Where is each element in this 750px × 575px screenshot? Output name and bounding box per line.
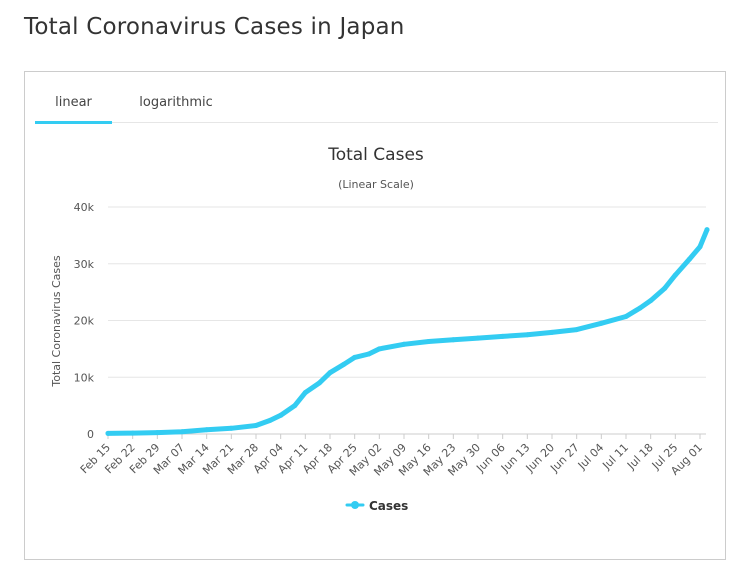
y-tick-label: 0 bbox=[87, 428, 94, 441]
legend-label-cases[interactable]: Cases bbox=[369, 499, 408, 513]
data-point[interactable] bbox=[327, 370, 333, 376]
tab-linear[interactable]: linear bbox=[35, 95, 112, 124]
page-title: Total Coronavirus Cases in Japan bbox=[24, 14, 405, 40]
data-point[interactable] bbox=[401, 341, 407, 347]
series-layer bbox=[105, 227, 710, 436]
y-tick-label: 30k bbox=[74, 258, 95, 271]
x-tick-label: Jul 11 bbox=[599, 441, 631, 473]
data-point[interactable] bbox=[500, 333, 506, 339]
legend-swatch-marker bbox=[351, 501, 359, 509]
tab-logarithmic[interactable]: logarithmic bbox=[139, 95, 213, 110]
data-point[interactable] bbox=[278, 412, 284, 418]
y-tick-label: 20k bbox=[74, 315, 95, 328]
data-point[interactable] bbox=[574, 327, 580, 333]
data-point[interactable] bbox=[341, 361, 347, 367]
data-point[interactable] bbox=[524, 332, 530, 338]
chart-subtitle: (Linear Scale) bbox=[338, 178, 414, 191]
data-point[interactable] bbox=[426, 339, 432, 344]
data-point[interactable] bbox=[253, 423, 259, 428]
data-point[interactable] bbox=[623, 314, 629, 319]
data-point[interactable] bbox=[376, 346, 382, 352]
y-tick-label: 40k bbox=[74, 201, 95, 214]
data-point[interactable] bbox=[130, 430, 136, 436]
data-point[interactable] bbox=[637, 305, 643, 311]
data-point[interactable] bbox=[302, 390, 308, 396]
x-tick-label: Jul 18 bbox=[624, 441, 656, 473]
data-point[interactable] bbox=[686, 256, 692, 262]
data-point[interactable] bbox=[662, 285, 668, 291]
x-tick-label: Jul 04 bbox=[575, 441, 607, 473]
data-point[interactable] bbox=[179, 429, 185, 435]
data-point[interactable] bbox=[704, 227, 710, 233]
grid-lines bbox=[108, 206, 706, 435]
data-point[interactable] bbox=[105, 430, 111, 436]
data-point[interactable] bbox=[154, 430, 160, 436]
data-point[interactable] bbox=[204, 427, 210, 433]
data-point[interactable] bbox=[598, 320, 604, 326]
data-point[interactable] bbox=[648, 298, 654, 304]
data-point[interactable] bbox=[366, 351, 372, 357]
data-point[interactable] bbox=[549, 329, 555, 335]
data-point[interactable] bbox=[352, 354, 358, 360]
chart-panel: linear logarithmic bbox=[24, 71, 726, 560]
data-point[interactable] bbox=[228, 425, 234, 431]
data-point[interactable] bbox=[697, 244, 703, 250]
data-point[interactable] bbox=[267, 417, 273, 423]
data-point[interactable] bbox=[475, 335, 481, 341]
chart-title: Total Cases bbox=[327, 145, 424, 165]
legend[interactable]: Cases bbox=[345, 499, 408, 513]
y-tick-label: 10k bbox=[74, 371, 95, 384]
data-point[interactable] bbox=[316, 380, 322, 386]
y-axis-label: Total Coronavirus Cases bbox=[50, 255, 63, 388]
series-line-cases bbox=[105, 227, 710, 436]
data-point[interactable] bbox=[292, 403, 298, 409]
scale-tabs: linear logarithmic bbox=[35, 92, 718, 124]
data-point[interactable] bbox=[450, 337, 456, 343]
data-point[interactable] bbox=[672, 272, 678, 278]
y-axis-ticks: 0 10k 20k 30k 40k bbox=[74, 201, 95, 441]
